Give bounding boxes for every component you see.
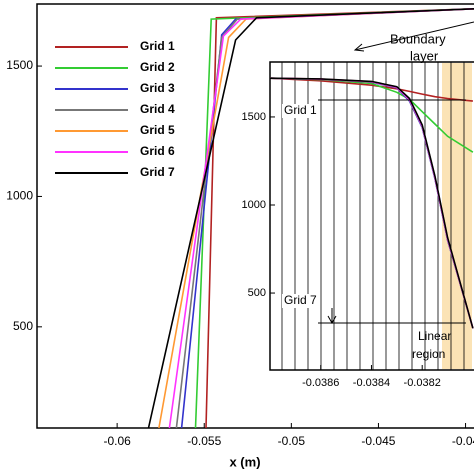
boundary-arrow	[354, 21, 474, 51]
arrow-head	[327, 315, 337, 325]
y-tick-label: 1500	[6, 58, 33, 72]
x-tick-label: -0.05	[278, 434, 306, 448]
legend-label: Grid 1	[140, 39, 175, 53]
legend-label: Grid 4	[140, 102, 175, 116]
arrow-head	[353, 43, 365, 52]
x-tick-label: -0.055	[187, 434, 221, 448]
series-line	[270, 77, 474, 329]
label-bg	[282, 104, 318, 118]
annotation: layer	[410, 48, 439, 63]
y-tick-label: 1000	[242, 199, 266, 211]
y-tick-label: 500	[13, 319, 33, 333]
x-tick-label: -0.0382	[404, 377, 441, 389]
x-tick-label: -0.0386	[302, 377, 339, 389]
annotation: Grid 1	[284, 103, 317, 117]
legend-label: Grid 3	[140, 81, 175, 95]
x-axis-label: x (m)	[229, 454, 260, 469]
series-line	[147, 7, 474, 429]
x-tick-label: -0.06	[103, 434, 131, 448]
annotation: Boundary	[390, 31, 446, 46]
x-tick-label: -0.045	[361, 434, 395, 448]
annotation: region	[412, 347, 445, 361]
legend-label: Grid 2	[140, 60, 175, 74]
y-tick-label: 1000	[6, 189, 33, 203]
label-bg	[282, 294, 318, 308]
x-tick-label: -0.04	[452, 434, 474, 448]
y-tick-label: 1500	[242, 111, 266, 123]
legend-label: Grid 6	[140, 144, 175, 158]
y-tick-label: 500	[248, 287, 266, 299]
annotation: Linear	[418, 329, 451, 343]
annotation: Grid 7	[284, 293, 317, 307]
series-line	[270, 77, 473, 102]
legend-label: Grid 7	[140, 165, 175, 179]
legend-label: Grid 5	[140, 123, 175, 137]
linear-region	[442, 63, 472, 369]
x-tick-label: -0.0384	[353, 377, 390, 389]
